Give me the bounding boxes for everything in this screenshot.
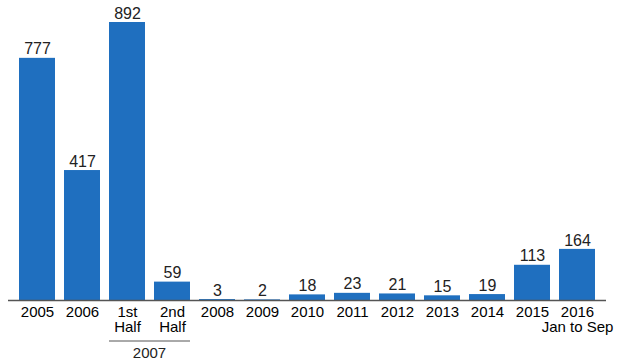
svg-text:2016Jan to Sep: 2016Jan to Sep bbox=[542, 303, 614, 335]
svg-text:2006: 2006 bbox=[66, 303, 99, 320]
svg-text:892: 892 bbox=[114, 5, 141, 22]
svg-text:23: 23 bbox=[344, 275, 362, 292]
svg-text:164: 164 bbox=[564, 232, 591, 249]
svg-text:2014: 2014 bbox=[471, 303, 504, 320]
svg-text:2010: 2010 bbox=[291, 303, 324, 320]
svg-text:417: 417 bbox=[69, 153, 96, 170]
svg-text:15: 15 bbox=[434, 278, 452, 295]
svg-text:18: 18 bbox=[299, 277, 317, 294]
svg-text:19: 19 bbox=[479, 277, 497, 294]
svg-text:3: 3 bbox=[213, 282, 222, 299]
svg-text:2013: 2013 bbox=[426, 303, 459, 320]
svg-text:113: 113 bbox=[520, 247, 546, 264]
svg-text:2012: 2012 bbox=[381, 303, 414, 320]
svg-text:2009: 2009 bbox=[246, 303, 279, 320]
svg-text:777: 777 bbox=[24, 40, 51, 57]
svg-text:2: 2 bbox=[258, 282, 267, 299]
svg-text:2015: 2015 bbox=[515, 303, 550, 321]
svg-text:59: 59 bbox=[164, 264, 182, 281]
svg-text:2007: 2007 bbox=[133, 344, 166, 361]
svg-text:2005: 2005 bbox=[21, 303, 54, 320]
svg-text:2008: 2008 bbox=[201, 303, 234, 320]
svg-text:1stHalf: 1stHalf bbox=[114, 303, 142, 335]
svg-text:2ndHalf: 2ndHalf bbox=[159, 303, 187, 335]
svg-text:2011: 2011 bbox=[336, 303, 368, 320]
svg-text:21: 21 bbox=[389, 276, 407, 293]
